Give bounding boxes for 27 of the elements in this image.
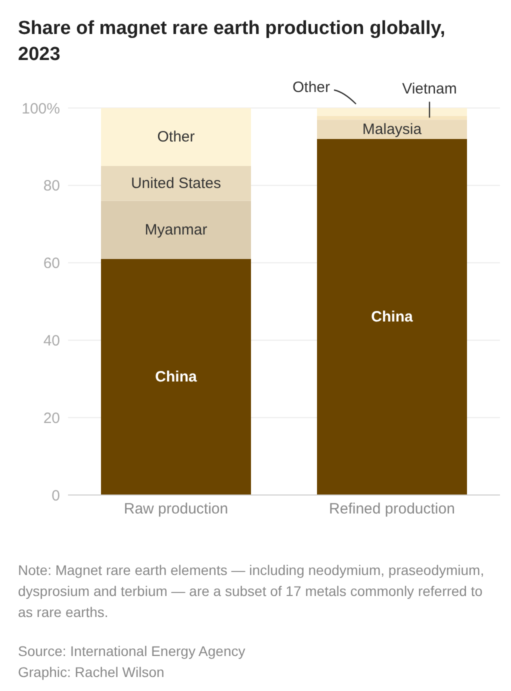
y-tick-label: 100% xyxy=(22,100,60,118)
text: Note: Magnet rare earth elements — including neodymium, praseodymium, dysprosium and terbium — are a subset of 17 metals commonly referred to as rare earths. xyxy=(18,561,486,622)
chart-title: Share of magnet rare earth production globally, 2023 xyxy=(17,17,446,67)
series-label: China xyxy=(155,368,198,386)
y-tick-label: 0 xyxy=(52,487,60,504)
series-label: Malaysia xyxy=(362,120,422,138)
series-label: United States xyxy=(130,174,222,192)
bar xyxy=(101,200,251,259)
bar xyxy=(101,166,251,201)
y-tick-label: 60 xyxy=(43,255,60,272)
bar xyxy=(317,108,467,116)
bar xyxy=(317,120,467,139)
bar xyxy=(101,258,251,495)
source-note: Source: International Energy Agency xyxy=(18,642,246,661)
bar xyxy=(101,108,251,166)
text: Other xyxy=(157,128,195,146)
text: China xyxy=(371,308,413,326)
series-label: Myanmar xyxy=(144,221,208,238)
y-tick-label: 40 xyxy=(43,332,60,350)
y-tick-label: 80 xyxy=(43,178,60,195)
bar xyxy=(317,138,467,495)
series-label: Other xyxy=(292,79,330,96)
x-tick-label: Raw production xyxy=(124,500,228,518)
text: Graphic: Rachel Wilson xyxy=(18,663,166,682)
series-label: Vietnam xyxy=(402,80,457,98)
x-tick-label: Refined production xyxy=(329,500,455,518)
y-tick-label: 20 xyxy=(43,410,60,427)
